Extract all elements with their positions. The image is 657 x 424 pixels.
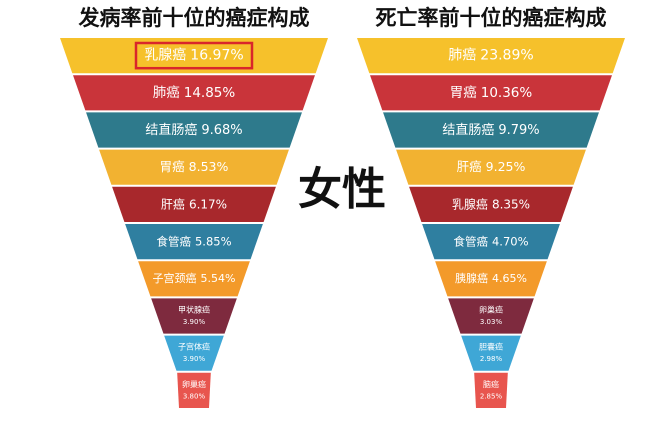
funnel-segment — [448, 298, 534, 334]
segment-label: 结直肠癌 9.68% — [145, 122, 242, 138]
funnel-segment — [409, 186, 573, 222]
value-label: 9.25% — [486, 159, 526, 174]
category-label: 乳腺癌 — [144, 48, 186, 64]
funnel-segment — [112, 186, 276, 222]
segment-label: 肝癌 9.25% — [457, 159, 526, 174]
category-label: 肺癌 — [153, 85, 180, 101]
category-label: 结直肠癌 — [145, 122, 197, 138]
funnel-segment — [461, 335, 521, 371]
chart-title: 死亡率前十位的癌症构成 — [376, 6, 607, 30]
segment-label: 乳腺癌 8.35% — [452, 196, 530, 211]
category-label: 卵巢癌 — [479, 305, 503, 315]
center-label: 女性 — [298, 164, 386, 215]
funnel-segment — [86, 112, 302, 148]
value-label: 3.90% — [183, 355, 206, 363]
funnel-segment — [138, 261, 250, 297]
category-label: 肺癌 — [448, 48, 476, 64]
value-label: 23.89% — [480, 48, 533, 64]
chart-title: 发病率前十位的癌症构成 — [78, 6, 310, 30]
segment-label: 肺癌 23.89% — [448, 48, 533, 64]
value-label: 3.80% — [183, 392, 206, 400]
value-label: 3.03% — [480, 318, 503, 326]
funnel-segment — [177, 372, 211, 408]
category-label: 甲状腺癌 — [178, 305, 210, 315]
value-label: 14.85% — [184, 85, 236, 101]
funnel-segment — [73, 75, 315, 111]
category-label: 胰腺癌 — [455, 271, 488, 285]
funnel-segment — [151, 298, 237, 334]
value-label: 5.85% — [195, 234, 232, 248]
category-label: 肝癌 — [457, 159, 482, 174]
segment-label: 乳腺癌 16.97% — [144, 48, 243, 64]
value-label: 2.98% — [480, 355, 503, 363]
funnel-segment — [383, 112, 599, 148]
funnel-segment — [60, 38, 328, 74]
category-label: 胃癌 — [160, 159, 185, 174]
highlight-box — [134, 41, 254, 70]
value-label: 2.85% — [480, 392, 503, 400]
category-label: 食管癌 — [453, 234, 488, 248]
funnel-segment — [474, 372, 508, 408]
value-label: 4.70% — [492, 234, 529, 248]
segment-label: 肝癌 6.17% — [161, 196, 227, 211]
funnel-segment — [125, 224, 263, 260]
segment-label: 胰腺癌 4.65% — [455, 271, 527, 285]
category-label: 子宫体癌 — [178, 342, 210, 352]
segment-label: 食管癌 5.85% — [156, 234, 231, 248]
funnel-segment — [99, 149, 289, 185]
funnel-segment — [396, 149, 586, 185]
value-label: 9.68% — [201, 123, 242, 138]
category-label: 卵巢癌 — [182, 379, 206, 389]
category-label: 胆囊癌 — [479, 342, 503, 352]
value-label: 8.35% — [492, 197, 530, 211]
value-label: 16.97% — [190, 48, 243, 64]
value-label: 9.79% — [498, 123, 539, 138]
value-label: 8.53% — [189, 159, 229, 174]
segment-label: 胃癌 10.36% — [450, 85, 533, 101]
value-label: 10.36% — [481, 85, 533, 101]
category-label: 胃癌 — [450, 85, 477, 101]
value-label: 3.90% — [183, 318, 206, 326]
funnel-segment — [422, 224, 560, 260]
category-label: 肝癌 — [161, 196, 185, 211]
funnel-segment — [435, 261, 547, 297]
segment-label: 结直肠癌 9.79% — [442, 122, 539, 138]
value-label: 6.17% — [189, 197, 227, 211]
category-label: 脑癌 — [483, 379, 499, 389]
category-label: 食管癌 — [156, 234, 191, 248]
funnel-segment — [357, 38, 625, 74]
segment-label: 胃癌 8.53% — [160, 159, 229, 174]
category-label: 乳腺癌 — [452, 196, 488, 211]
funnel-segment — [370, 75, 612, 111]
category-label: 结直肠癌 — [442, 122, 494, 138]
value-label: 5.54% — [201, 272, 236, 285]
segment-label: 肺癌 14.85% — [153, 85, 236, 101]
category-label: 子宫颈癌 — [153, 271, 197, 285]
value-label: 4.65% — [492, 272, 527, 285]
segment-label: 食管癌 4.70% — [453, 234, 528, 248]
funnel-segment — [164, 335, 224, 371]
segment-label: 子宫颈癌 5.54% — [153, 271, 236, 285]
